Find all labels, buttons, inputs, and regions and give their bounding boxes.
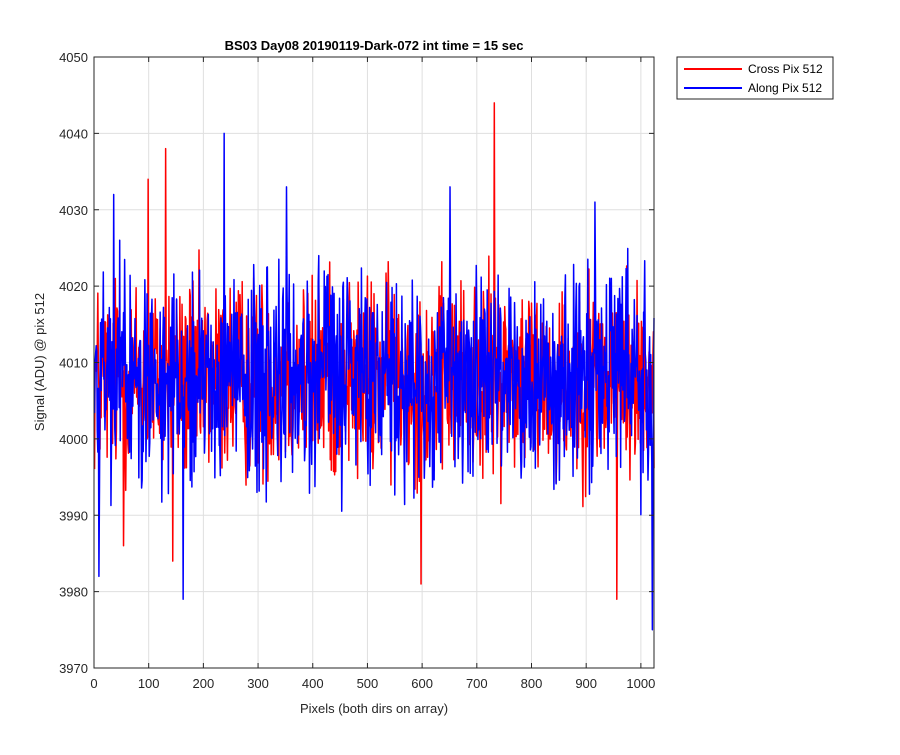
x-tick-label: 700 — [466, 676, 488, 691]
legend-label-cross: Cross Pix 512 — [748, 62, 823, 76]
x-tick-label: 600 — [411, 676, 433, 691]
x-tick-label: 300 — [247, 676, 269, 691]
y-tick-label: 4000 — [59, 432, 88, 447]
series-lines — [93, 102, 655, 631]
x-axis-label: Pixels (both dirs on array) — [300, 701, 448, 716]
legend-box — [676, 56, 834, 100]
y-axis-label: Signal (ADU) @ pix 512 — [32, 293, 47, 431]
legend-label-along: Along Pix 512 — [748, 81, 822, 95]
x-tick-label: 0 — [90, 676, 97, 691]
y-tick-label: 3990 — [59, 508, 88, 523]
y-tick-label: 4030 — [59, 203, 88, 218]
chart-title: BS03 Day08 20190119-Dark-072 int time = … — [225, 38, 524, 53]
y-tick-label: 4010 — [59, 356, 88, 371]
y-tick-label: 4040 — [59, 126, 88, 141]
x-tick-label: 900 — [575, 676, 597, 691]
x-tick-label: 400 — [302, 676, 324, 691]
x-tick-label: 100 — [138, 676, 160, 691]
legend: Cross Pix 512 Along Pix 512 — [676, 56, 834, 100]
y-tick-label: 4020 — [59, 279, 88, 294]
y-tick-label: 3970 — [59, 661, 88, 676]
y-tick-label: 3980 — [59, 585, 88, 600]
x-tick-label: 800 — [521, 676, 543, 691]
y-tick-label: 4050 — [59, 50, 88, 65]
x-tick-label: 200 — [193, 676, 215, 691]
x-tick-label: 500 — [357, 676, 379, 691]
series-line-along-pix-512 — [93, 132, 655, 631]
x-tick-label: 1000 — [626, 676, 655, 691]
axis-ticks: 0 100 200 300 400 500 600 700 800 900 1000 3970 3980… — [59, 50, 655, 691]
